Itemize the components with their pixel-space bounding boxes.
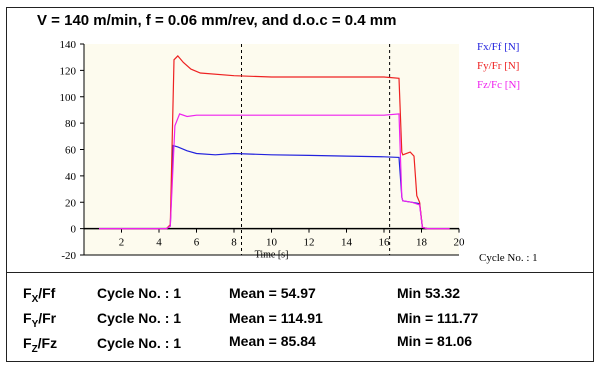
chart-frame: V = 140 m/min, f = 0.06 mm/rev, and d.o.… [6, 7, 594, 362]
divider [7, 272, 593, 273]
y-tick-label: 80 [65, 118, 77, 130]
cycle-label: Cycle No. : 1 [479, 252, 538, 264]
y-tick-label: 120 [60, 65, 77, 77]
x-tick-label: 20 [454, 237, 466, 249]
y-tick-label: 60 [65, 145, 77, 157]
stat-fz-label: FZ/Fz [23, 335, 58, 355]
stat-fx-mean: Mean = 54.97 [229, 285, 316, 301]
stat-fx-min: Min 53.32 [397, 285, 461, 301]
legend-entry-3: Fz/Fc [N] [477, 79, 520, 91]
legend-entry-2: Fy/Fr [N] [477, 60, 519, 72]
y-tick-label: 40 [65, 171, 77, 183]
x-axis-label: Time [s] [255, 250, 289, 261]
force-chart: -20 0 20 40 60 80 100 120 140 2 4 6 8 10 12 14 16 18 20 Tim… [60, 39, 521, 262]
x-tick-label: 16 [379, 237, 391, 249]
y-tick-label: -20 [61, 250, 76, 262]
x-tick-label: 18 [416, 237, 428, 249]
chart-title: V = 140 m/min, f = 0.06 mm/rev, and d.o.… [37, 12, 397, 29]
y-tick-label: 100 [60, 92, 77, 104]
x-tick-label: 6 [194, 237, 200, 249]
legend-entry-1: Fx/Ff [N] [477, 41, 519, 53]
stat-fx-cycle: Cycle No. : 1 [97, 285, 182, 301]
stat-fz-cycle: Cycle No. : 1 [97, 335, 182, 351]
series-line-3 [99, 113, 450, 230]
x-tick-label: 2 [119, 237, 125, 249]
y-tick-label: 20 [65, 197, 77, 209]
stat-fy-mean: Mean = 114.91 [229, 310, 323, 326]
stat-fx-label: FX/Ff [23, 285, 56, 305]
plot-area [84, 44, 459, 255]
x-tick-label: 4 [156, 237, 162, 249]
y-tick-label: 0 [71, 224, 77, 236]
stat-fy-cycle: Cycle No. : 1 [97, 310, 182, 326]
series-line-1 [99, 144, 450, 230]
series-line-2 [99, 55, 450, 230]
x-tick-label: 8 [231, 237, 237, 249]
stat-fy-label: FY/Fr [23, 310, 57, 330]
stat-fz-mean: Mean = 85.84 [229, 333, 316, 349]
x-tick-label: 12 [304, 237, 315, 249]
x-tick-label: 14 [341, 237, 353, 249]
y-tick-label: 140 [60, 39, 77, 51]
stat-fy-min: Min = 111.77 [397, 310, 479, 326]
stat-fz-min: Min = 81.06 [397, 333, 473, 349]
x-tick-label: 10 [266, 237, 278, 249]
